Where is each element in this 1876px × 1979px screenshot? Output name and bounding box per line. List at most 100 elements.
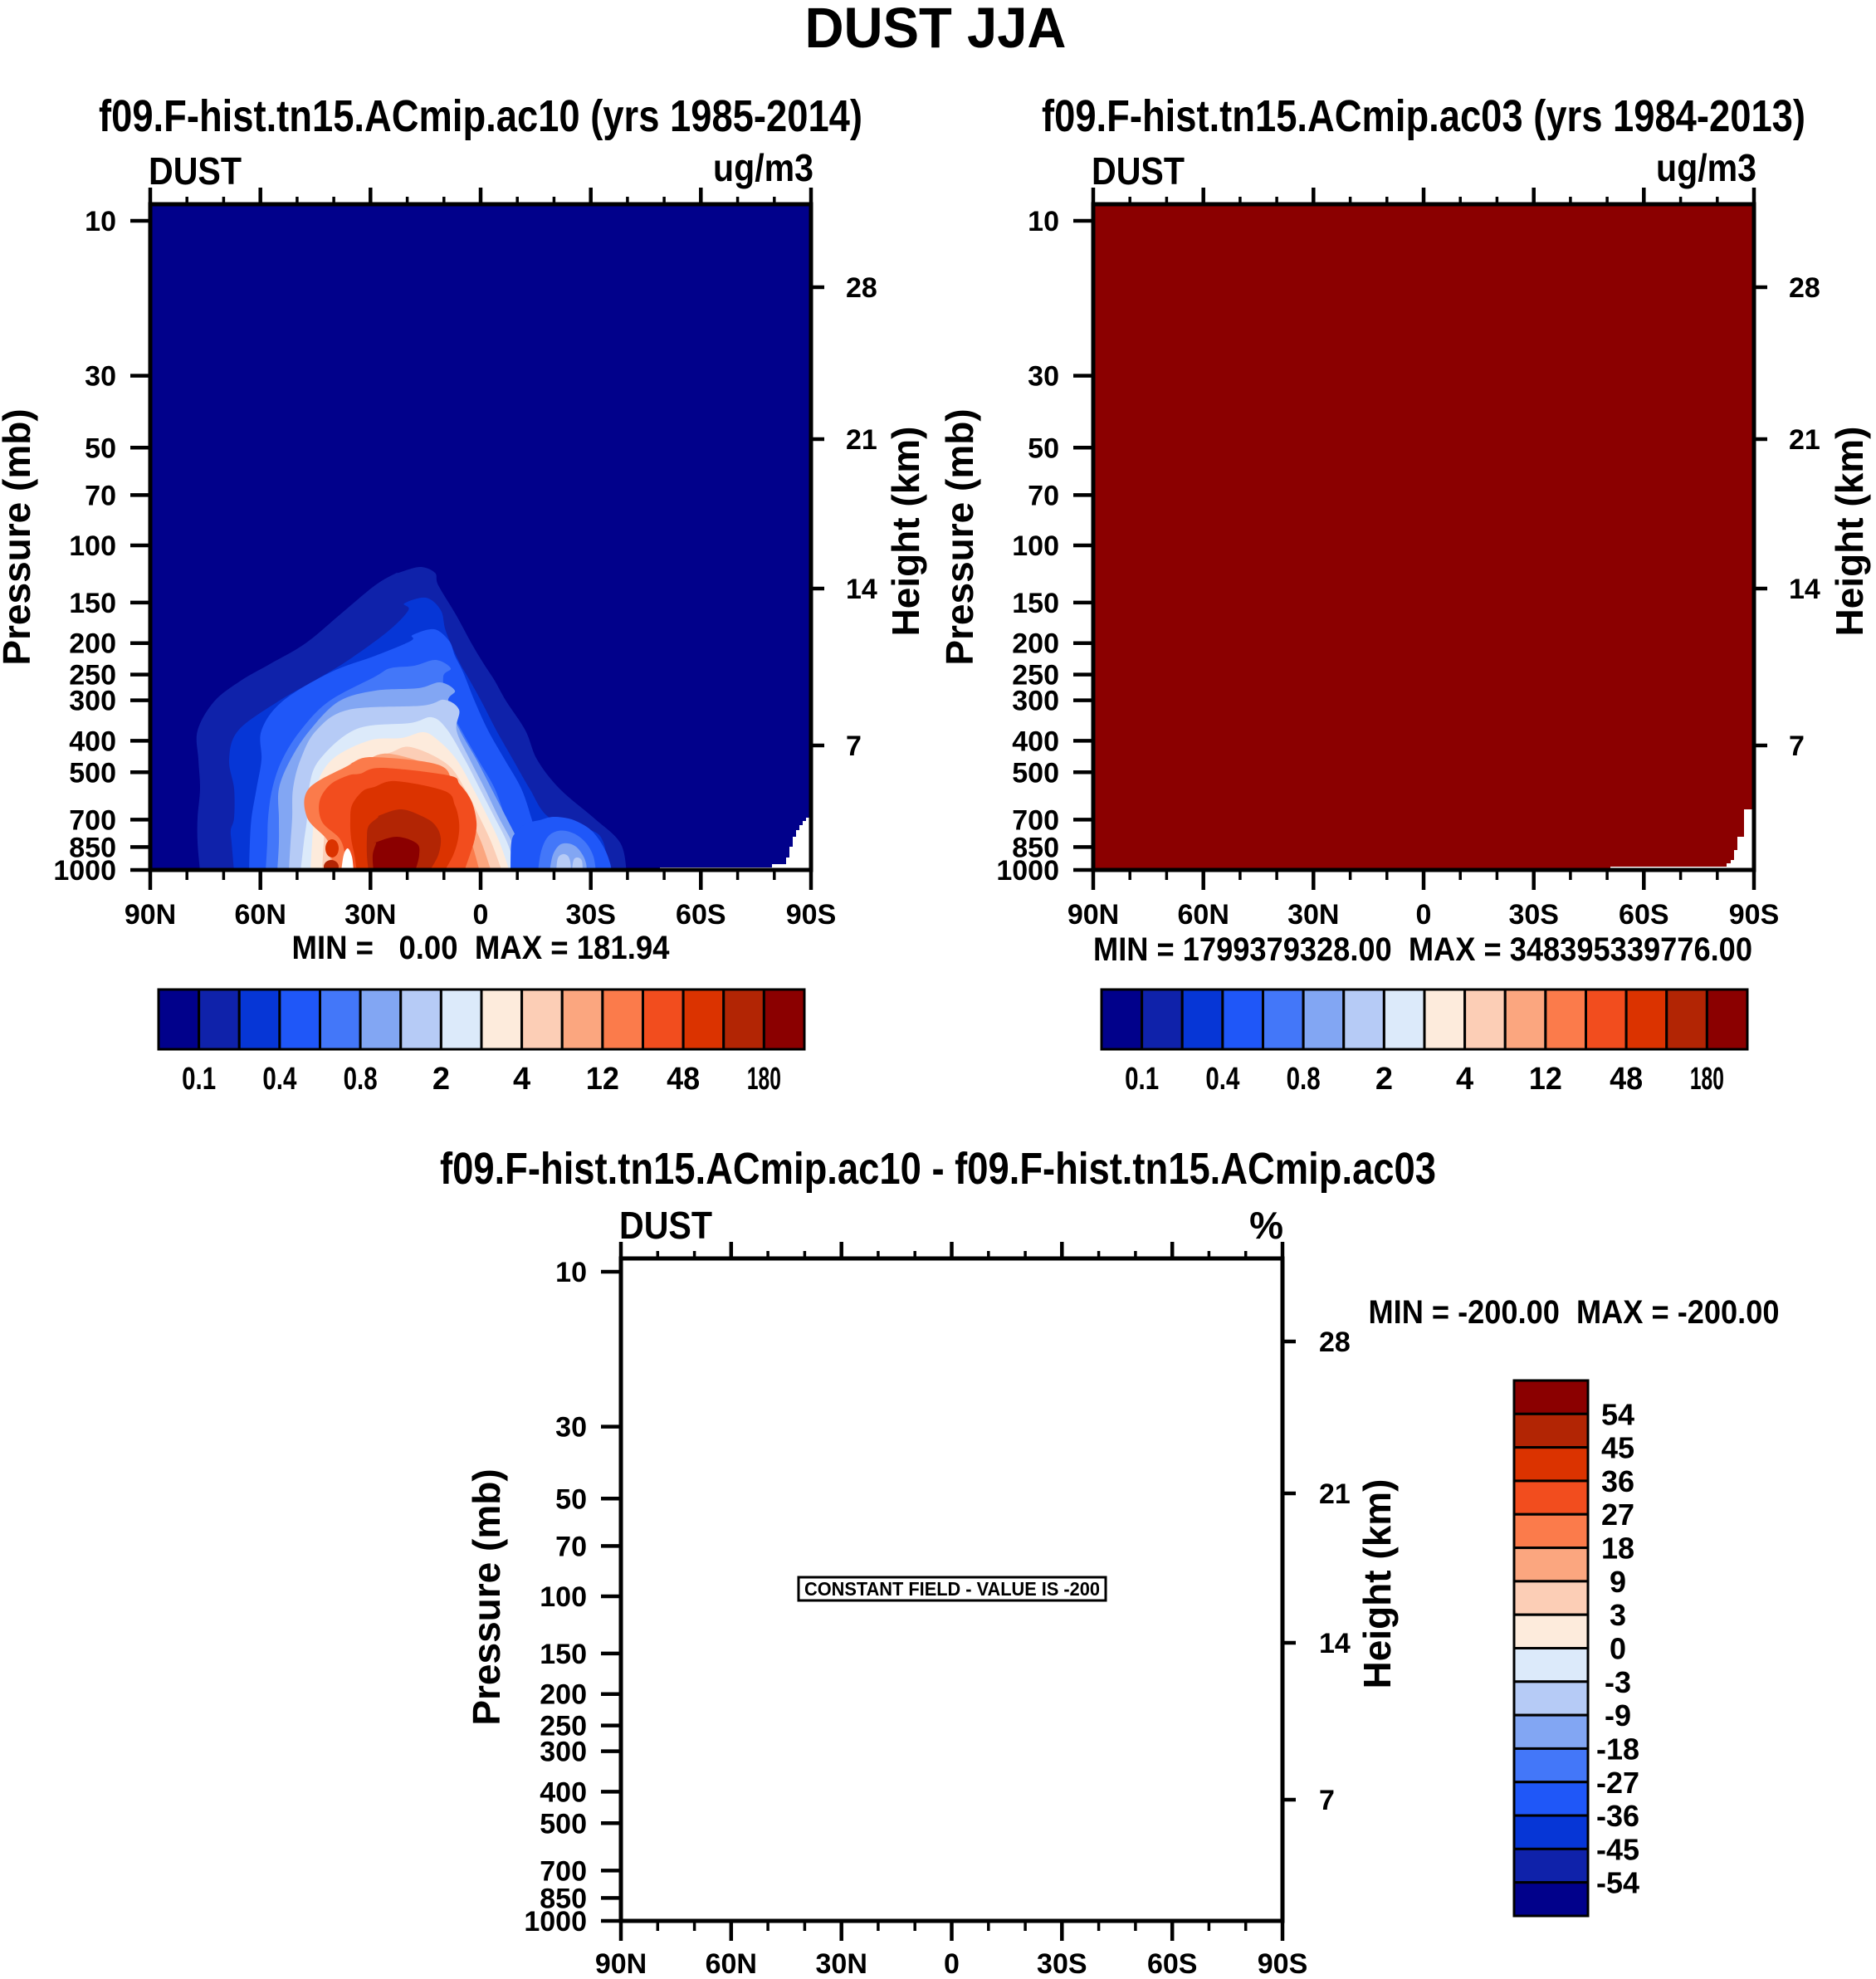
svg-text:14: 14: [1789, 574, 1820, 605]
svg-text:400: 400: [1012, 726, 1059, 757]
svg-text:DUST: DUST: [619, 1204, 712, 1247]
svg-text:100: 100: [540, 1581, 587, 1613]
svg-text:70: 70: [85, 480, 116, 511]
svg-text:Pressure (mb): Pressure (mb): [0, 408, 38, 665]
svg-text:30N: 30N: [344, 899, 396, 931]
svg-text:Pressure (mb): Pressure (mb): [938, 408, 981, 665]
svg-text:48: 48: [1610, 1062, 1643, 1097]
svg-text:28: 28: [1789, 272, 1820, 304]
svg-text:60N: 60N: [235, 899, 286, 931]
svg-text:70: 70: [1028, 480, 1059, 511]
svg-text:850: 850: [69, 832, 116, 863]
svg-text:Height (km): Height (km): [884, 427, 927, 637]
svg-text:54: 54: [1601, 1397, 1634, 1431]
svg-text:MIN = -200.00 MAX = -200.00: MIN = -200.00 MAX = -200.00: [1369, 1294, 1780, 1331]
svg-text:90S: 90S: [1729, 899, 1780, 931]
svg-text:f09.F-hist.tn15.ACmip.ac10 (yr: f09.F-hist.tn15.ACmip.ac10 (yrs 1985-201…: [99, 91, 862, 141]
svg-text:850: 850: [540, 1883, 587, 1914]
svg-text:1000: 1000: [524, 1906, 587, 1937]
svg-text:150: 150: [69, 588, 116, 619]
svg-text:DUST: DUST: [1092, 149, 1185, 193]
svg-text:150: 150: [1012, 588, 1059, 619]
svg-text:10: 10: [85, 206, 116, 237]
svg-text:0: 0: [473, 899, 489, 931]
svg-text:30N: 30N: [1287, 899, 1339, 931]
svg-text:180: 180: [1690, 1062, 1724, 1097]
svg-text:4: 4: [513, 1062, 530, 1097]
svg-text:30: 30: [1028, 361, 1059, 393]
svg-text:0: 0: [1416, 899, 1432, 931]
svg-text:3: 3: [1610, 1598, 1626, 1632]
svg-text:45: 45: [1601, 1431, 1634, 1465]
svg-text:50: 50: [555, 1483, 587, 1515]
svg-text:14: 14: [846, 574, 877, 605]
svg-text:DUST: DUST: [149, 149, 242, 193]
svg-text:12: 12: [586, 1062, 619, 1097]
svg-text:300: 300: [1012, 686, 1059, 717]
svg-text:60S: 60S: [676, 899, 726, 931]
svg-text:f09.F-hist.tn15.ACmip.ac03 (yr: f09.F-hist.tn15.ACmip.ac03 (yrs 1984-201…: [1042, 91, 1805, 141]
svg-text:%: %: [1249, 1204, 1283, 1247]
svg-text:30S: 30S: [565, 899, 616, 931]
svg-text:1000: 1000: [996, 855, 1059, 887]
svg-text:90S: 90S: [1258, 1948, 1308, 1979]
svg-text:50: 50: [1028, 432, 1059, 464]
svg-text:700: 700: [540, 1855, 587, 1887]
svg-text:f09.F-hist.tn15.ACmip.ac10 - f: f09.F-hist.tn15.ACmip.ac10 - f09.F-hist.…: [440, 1144, 1436, 1194]
svg-text:90S: 90S: [786, 899, 837, 931]
svg-text:7: 7: [1789, 731, 1805, 762]
svg-text:-54: -54: [1596, 1866, 1639, 1900]
svg-text:60S: 60S: [1619, 899, 1669, 931]
svg-text:-27: -27: [1596, 1766, 1639, 1800]
svg-text:DUST JJA: DUST JJA: [805, 0, 1067, 60]
svg-text:0: 0: [944, 1948, 960, 1979]
svg-text:400: 400: [69, 726, 116, 757]
svg-text:-3: -3: [1605, 1665, 1631, 1699]
svg-text:50: 50: [85, 432, 116, 464]
svg-text:28: 28: [846, 272, 877, 304]
svg-text:28: 28: [1319, 1327, 1351, 1358]
svg-text:0: 0: [1610, 1632, 1626, 1666]
svg-text:21: 21: [846, 424, 877, 456]
svg-text:500: 500: [540, 1808, 587, 1840]
svg-text:0.8: 0.8: [1287, 1062, 1321, 1097]
svg-text:250: 250: [540, 1711, 587, 1742]
svg-text:ug/m3: ug/m3: [713, 146, 813, 189]
svg-text:9: 9: [1610, 1565, 1626, 1599]
svg-text:30S: 30S: [1037, 1948, 1087, 1979]
svg-text:27: 27: [1601, 1498, 1634, 1532]
svg-text:150: 150: [540, 1639, 587, 1670]
svg-text:0.8: 0.8: [344, 1062, 378, 1097]
svg-text:100: 100: [69, 530, 116, 562]
svg-text:7: 7: [1319, 1785, 1335, 1816]
svg-text:500: 500: [69, 757, 116, 789]
svg-text:90N: 90N: [1067, 899, 1119, 931]
svg-text:Height (km): Height (km): [1828, 427, 1871, 637]
svg-text:Pressure (mb): Pressure (mb): [465, 1468, 508, 1725]
svg-text:CONSTANT FIELD - VALUE IS -200: CONSTANT FIELD - VALUE IS -200: [804, 1578, 1100, 1600]
svg-text:ug/m3: ug/m3: [1656, 146, 1756, 189]
svg-text:0.4: 0.4: [1205, 1062, 1239, 1097]
svg-text:7: 7: [846, 731, 862, 762]
svg-text:-9: -9: [1605, 1698, 1631, 1732]
svg-text:30N: 30N: [816, 1948, 867, 1979]
svg-text:MIN = 1799379328.00 MAX = 348: MIN = 1799379328.00 MAX = 348395339776.0…: [1093, 931, 1752, 968]
svg-text:10: 10: [1028, 206, 1059, 237]
svg-text:21: 21: [1789, 424, 1820, 456]
svg-text:1000: 1000: [53, 855, 116, 887]
svg-text:90N: 90N: [595, 1948, 647, 1979]
svg-text:30: 30: [85, 361, 116, 393]
svg-text:700: 700: [1012, 804, 1059, 836]
svg-text:12: 12: [1529, 1062, 1562, 1097]
svg-text:21: 21: [1319, 1478, 1351, 1510]
svg-text:400: 400: [540, 1776, 587, 1808]
svg-text:0.4: 0.4: [262, 1062, 296, 1097]
svg-text:100: 100: [1012, 530, 1059, 562]
svg-text:180: 180: [747, 1062, 781, 1097]
svg-text:-45: -45: [1596, 1832, 1639, 1866]
svg-text:48: 48: [667, 1062, 700, 1097]
svg-text:200: 200: [69, 628, 116, 660]
svg-text:-36: -36: [1596, 1799, 1639, 1833]
svg-text:30S: 30S: [1508, 899, 1559, 931]
svg-text:60N: 60N: [706, 1948, 757, 1979]
